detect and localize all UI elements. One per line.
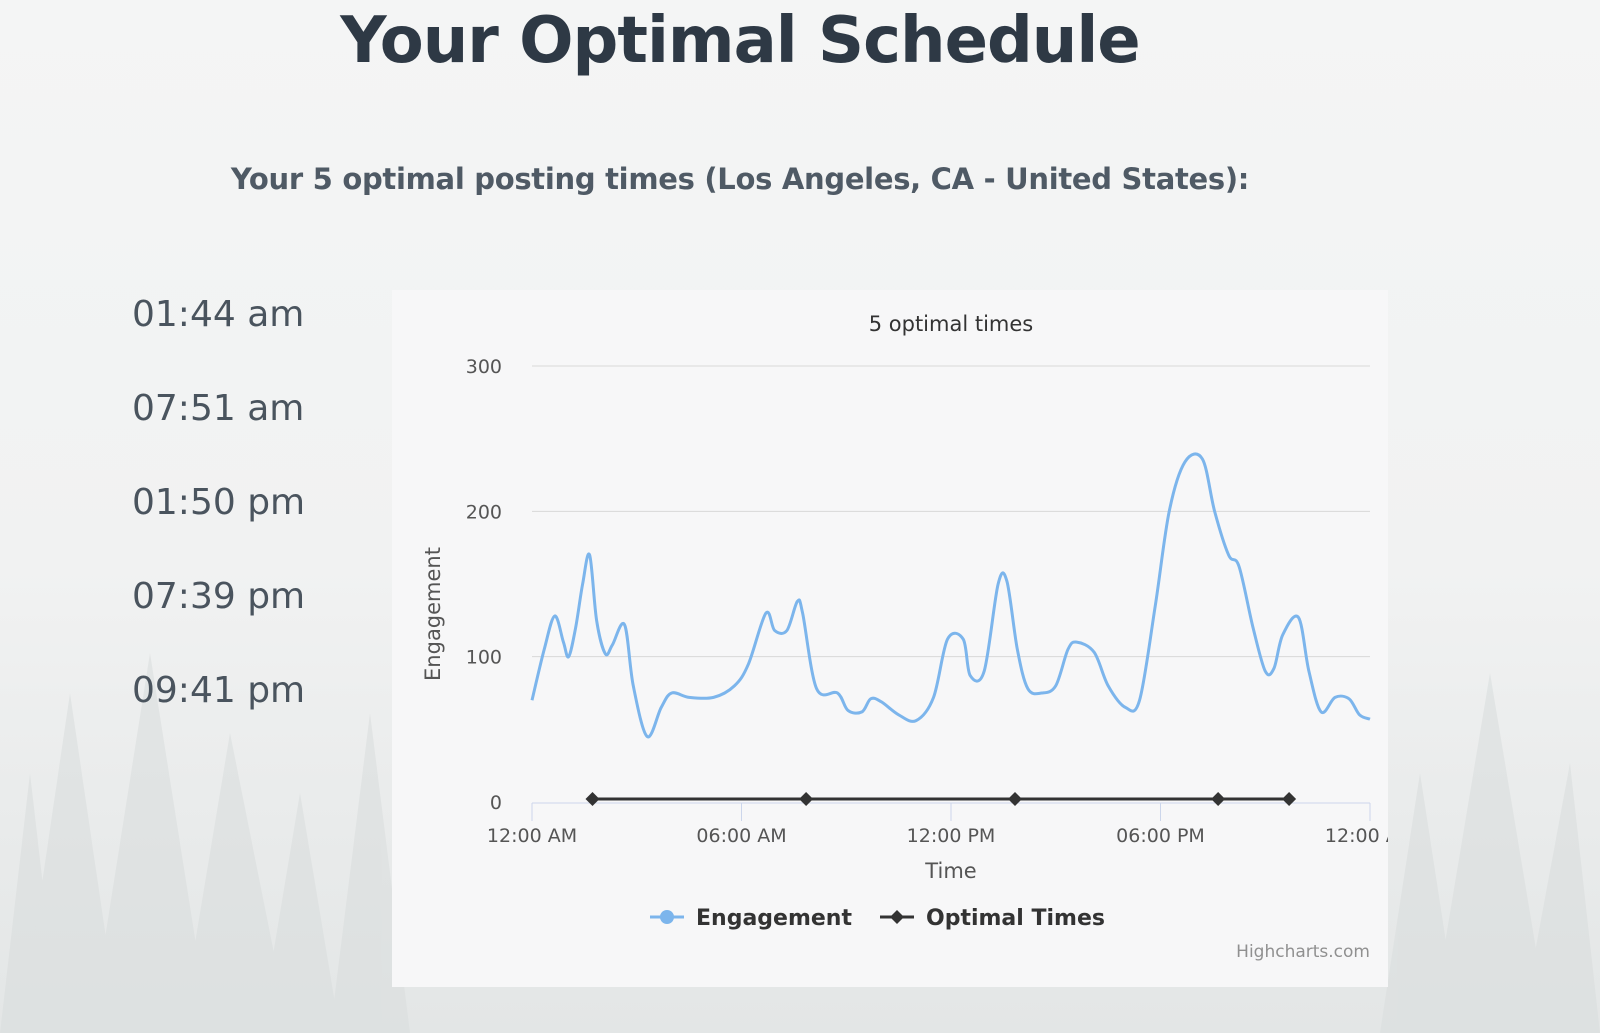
optimal-time-marker [1211,792,1226,806]
legend-optimal-label: Optimal Times [926,906,1105,931]
y-tick-label: 0 [490,792,502,814]
y-tick-label: 300 [466,356,502,378]
chart-title: 5 optimal times [869,312,1034,336]
x-tick-label: 06:00 AM [696,825,786,847]
legend-engagement-label: Engagement [696,906,852,931]
optimal-time-item: 07:39 pm [132,576,306,617]
page-subtitle: Your 5 optimal posting times (Los Angele… [230,162,1250,196]
y-tick-label: 200 [466,501,502,523]
chart-credits: Highcharts.com [1236,942,1370,962]
engagement-chart: 5 optimal times 0 100 200 300 12:00 AM 06:00 A… [421,312,1388,962]
page-title: Your Optimal Schedule [340,4,1140,78]
x-tick-label: 12:00 AM [487,825,577,847]
engagement-series-line [530,452,1371,739]
optimal-time-item: 01:44 am [132,294,305,335]
optimal-time-marker [1282,792,1297,806]
y-axis-title: Engagement [421,547,445,681]
x-tick-label: 06:00 PM [1116,825,1205,847]
optimal-time-marker [1008,792,1023,806]
x-tick-label: 12:00 AM [1325,825,1388,847]
optimal-time-marker [585,792,600,806]
optimal-time-item: 09:41 pm [132,670,306,711]
optimal-time-marker [799,792,814,806]
x-tick-label: 12:00 PM [907,825,996,847]
y-tick-label: 100 [466,647,502,669]
legend-engagement-marker [660,910,674,924]
forest-background [0,653,1600,1033]
optimal-times-list: 01:44 am 07:51 am 01:50 pm 07:39 pm 09:4… [132,292,305,762]
optimal-time-item: 01:50 pm [132,482,306,523]
chart-panel: 5 optimal times 0 100 200 300 12:00 AM 06:00 A… [392,290,1388,987]
optimal-time-item: 07:51 am [132,388,305,429]
legend-optimal-marker [890,910,904,924]
x-axis-title: Time [924,859,976,883]
